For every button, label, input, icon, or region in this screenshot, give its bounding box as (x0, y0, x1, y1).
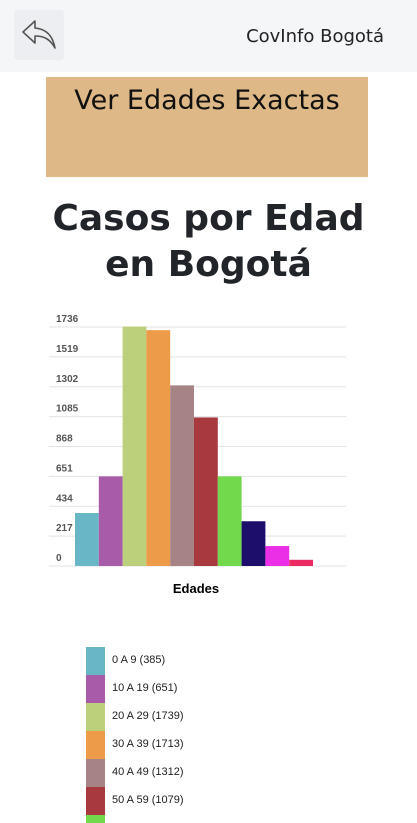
bar-80-a-89 (265, 546, 290, 566)
legend-item: 40 A 49 (1312) (86, 759, 336, 787)
legend-swatch (86, 815, 105, 823)
back-button[interactable] (14, 10, 64, 60)
bar-40-a-49 (170, 385, 194, 566)
legend-swatch (86, 787, 105, 815)
bar-70-a-79 (241, 521, 266, 566)
legend-item: 0 A 9 (385) (86, 647, 336, 675)
y-tick-label: 1519 (56, 344, 79, 355)
legend-item: 50 A 59 (1079) (86, 787, 336, 815)
y-tick-label: 1302 (56, 374, 79, 385)
age-bar-chart: 0 217 434 651 868 1085 1302 1519 1736 Edades (0, 305, 417, 605)
top-app-bar: CovInfo Bogotá (0, 0, 417, 72)
y-tick-label: 0 (56, 553, 62, 564)
legend-item: 20 A 29 (1739) (86, 703, 336, 731)
legend-item: 30 A 39 (1713) (86, 731, 336, 759)
chart-legend: 0 A 9 (385) 10 A 19 (651) 20 A 29 (1739)… (86, 647, 336, 823)
bar-90-a-99 (289, 559, 313, 566)
y-tick-label: 434 (56, 493, 73, 504)
legend-swatch (86, 675, 105, 703)
legend-item (86, 815, 336, 823)
bar-10-a-19 (98, 476, 123, 566)
legend-swatch (86, 703, 105, 731)
legend-swatch (86, 647, 105, 675)
bar-30-a-39 (146, 330, 171, 566)
legend-label: 30 A 39 (1713) (112, 738, 184, 750)
legend-swatch (86, 759, 105, 787)
y-tick-label: 1085 (56, 404, 79, 415)
bar-60-a-69 (217, 476, 242, 566)
bar-0-a-9 (75, 512, 99, 566)
app-title: CovInfo Bogotá (246, 26, 384, 47)
legend-swatch (86, 731, 105, 759)
legend-item: 10 A 19 (651) (86, 675, 336, 703)
page-title-line-2: en Bogotá (105, 244, 312, 285)
bar-20-a-29 (122, 326, 147, 566)
page-title: Casos por Edad en Bogotá (0, 196, 417, 288)
legend-label: 20 A 29 (1739) (112, 710, 184, 722)
y-tick-label: 1736 (56, 314, 79, 325)
y-tick-label: 868 (56, 434, 73, 445)
x-axis-title: Edades (173, 581, 219, 596)
legend-label: 10 A 19 (651) (112, 682, 178, 694)
undo-arrow-icon (22, 20, 56, 49)
legend-label: 0 A 9 (385) (112, 654, 166, 666)
legend-label: 40 A 49 (1312) (112, 766, 184, 778)
y-tick-label: 217 (56, 523, 73, 534)
age-bar-chart-svg: 0 217 434 651 868 1085 1302 1519 1736 Edades (49, 314, 346, 596)
bar-50-a-59 (194, 417, 218, 566)
page-title-line-1: Casos por Edad (52, 198, 365, 239)
exact-ages-button[interactable]: Ver Edades Exactas (46, 77, 368, 177)
y-tick-label: 651 (56, 463, 73, 474)
legend-label: 50 A 59 (1079) (112, 794, 184, 806)
